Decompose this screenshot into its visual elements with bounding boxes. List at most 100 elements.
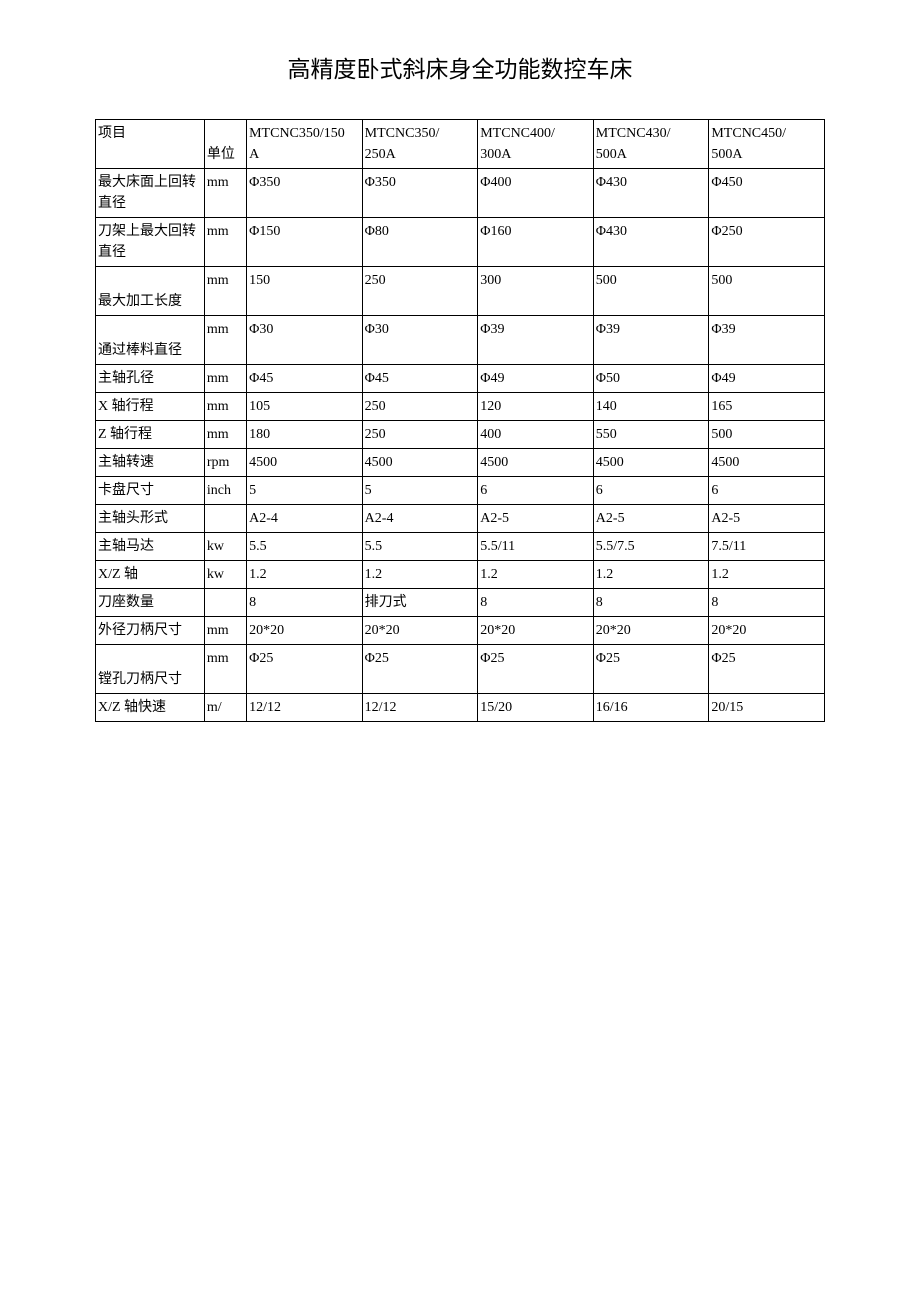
value-cell: 8 [478,589,594,617]
unit-cell: mm [204,421,246,449]
value-cell: 5 [362,477,478,505]
table-row: X/Z 轴快速m/12/1212/1215/2016/1620/15 [96,694,825,722]
table-row: 最大加工长度mm150250300500500 [96,267,825,316]
table-header-cell: 单位 [204,120,246,169]
value-cell: Φ49 [709,365,825,393]
param-cell: 主轴马达 [96,533,205,561]
table-header-cell: MTCNC430/500A [593,120,709,169]
value-cell: 4500 [247,449,363,477]
table-header-cell: MTCNC400/300A [478,120,594,169]
unit-cell [204,505,246,533]
value-cell: 180 [247,421,363,449]
value-cell: 4500 [593,449,709,477]
value-cell: 4500 [709,449,825,477]
unit-cell: mm [204,645,246,694]
unit-cell: mm [204,393,246,421]
param-cell: Z 轴行程 [96,421,205,449]
value-cell: 排刀式 [362,589,478,617]
table-row: 主轴孔径mmΦ45Φ45Φ49Φ50Φ49 [96,365,825,393]
unit-cell: inch [204,477,246,505]
value-cell: 500 [709,267,825,316]
value-cell: A2-5 [478,505,594,533]
unit-cell: mm [204,617,246,645]
unit-cell: kw [204,561,246,589]
table-row: Z 轴行程mm180250400550500 [96,421,825,449]
value-cell: Φ80 [362,218,478,267]
value-cell: 20*20 [247,617,363,645]
value-cell: 1.2 [247,561,363,589]
value-cell: Φ25 [362,645,478,694]
value-cell: Φ39 [478,316,594,365]
value-cell: 250 [362,393,478,421]
value-cell: 150 [247,267,363,316]
value-cell: Φ25 [247,645,363,694]
value-cell: 20*20 [362,617,478,645]
value-cell: 165 [709,393,825,421]
value-cell: 12/12 [362,694,478,722]
param-cell: 最大床面上回转直径 [96,169,205,218]
value-cell: Φ250 [709,218,825,267]
value-cell: 6 [593,477,709,505]
unit-cell: mm [204,218,246,267]
param-cell: X/Z 轴 [96,561,205,589]
table-row: 卡盘尺寸inch55666 [96,477,825,505]
value-cell: 6 [709,477,825,505]
value-cell: Φ50 [593,365,709,393]
value-cell: Φ160 [478,218,594,267]
unit-cell: mm [204,267,246,316]
value-cell: Φ30 [247,316,363,365]
value-cell: A2-5 [593,505,709,533]
value-cell: Φ45 [247,365,363,393]
spec-table: 项目单位MTCNC350/150AMTCNC350/250AMTCNC400/3… [95,119,825,722]
value-cell: Φ30 [362,316,478,365]
value-cell: Φ430 [593,169,709,218]
value-cell: A2-4 [362,505,478,533]
value-cell: 1.2 [593,561,709,589]
unit-cell: m/ [204,694,246,722]
table-row: X/Z 轴kw1.21.21.21.21.2 [96,561,825,589]
value-cell: 8 [247,589,363,617]
table-header-cell: 项目 [96,120,205,169]
value-cell: Φ49 [478,365,594,393]
value-cell: A2-4 [247,505,363,533]
param-cell: 外径刀柄尺寸 [96,617,205,645]
table-row: 主轴马达kw5.55.55.5/115.5/7.57.5/11 [96,533,825,561]
param-cell: 主轴头形式 [96,505,205,533]
value-cell: A2-5 [709,505,825,533]
param-cell: 通过棒料直径 [96,316,205,365]
value-cell: 20*20 [709,617,825,645]
table-header-cell: MTCNC350/150A [247,120,363,169]
value-cell: Φ350 [247,169,363,218]
unit-cell: rpm [204,449,246,477]
table-row: 最大床面上回转直径mmΦ350Φ350Φ400Φ430Φ450 [96,169,825,218]
value-cell: 140 [593,393,709,421]
document-title: 高精度卧式斜床身全功能数控车床 [95,50,825,84]
table-row: 镗孔刀柄尺寸mmΦ25Φ25Φ25Φ25Φ25 [96,645,825,694]
value-cell: 4500 [478,449,594,477]
param-cell: 最大加工长度 [96,267,205,316]
value-cell: 5.5 [362,533,478,561]
table-row: X 轴行程mm105250120140165 [96,393,825,421]
value-cell: Φ25 [478,645,594,694]
value-cell: 12/12 [247,694,363,722]
table-row: 主轴转速rpm45004500450045004500 [96,449,825,477]
param-cell: X/Z 轴快速 [96,694,205,722]
value-cell: 16/16 [593,694,709,722]
value-cell: 500 [593,267,709,316]
value-cell: Φ430 [593,218,709,267]
value-cell: 5.5/7.5 [593,533,709,561]
unit-cell: mm [204,169,246,218]
value-cell: 550 [593,421,709,449]
value-cell: 105 [247,393,363,421]
param-cell: 镗孔刀柄尺寸 [96,645,205,694]
value-cell: Φ39 [593,316,709,365]
value-cell: 250 [362,267,478,316]
table-header-row: 项目单位MTCNC350/150AMTCNC350/250AMTCNC400/3… [96,120,825,169]
value-cell: 8 [593,589,709,617]
value-cell: 500 [709,421,825,449]
value-cell: Φ150 [247,218,363,267]
table-header-cell: MTCNC350/250A [362,120,478,169]
table-row: 外径刀柄尺寸mm20*2020*2020*2020*2020*20 [96,617,825,645]
value-cell: Φ25 [593,645,709,694]
table-row: 刀座数量8排刀式888 [96,589,825,617]
